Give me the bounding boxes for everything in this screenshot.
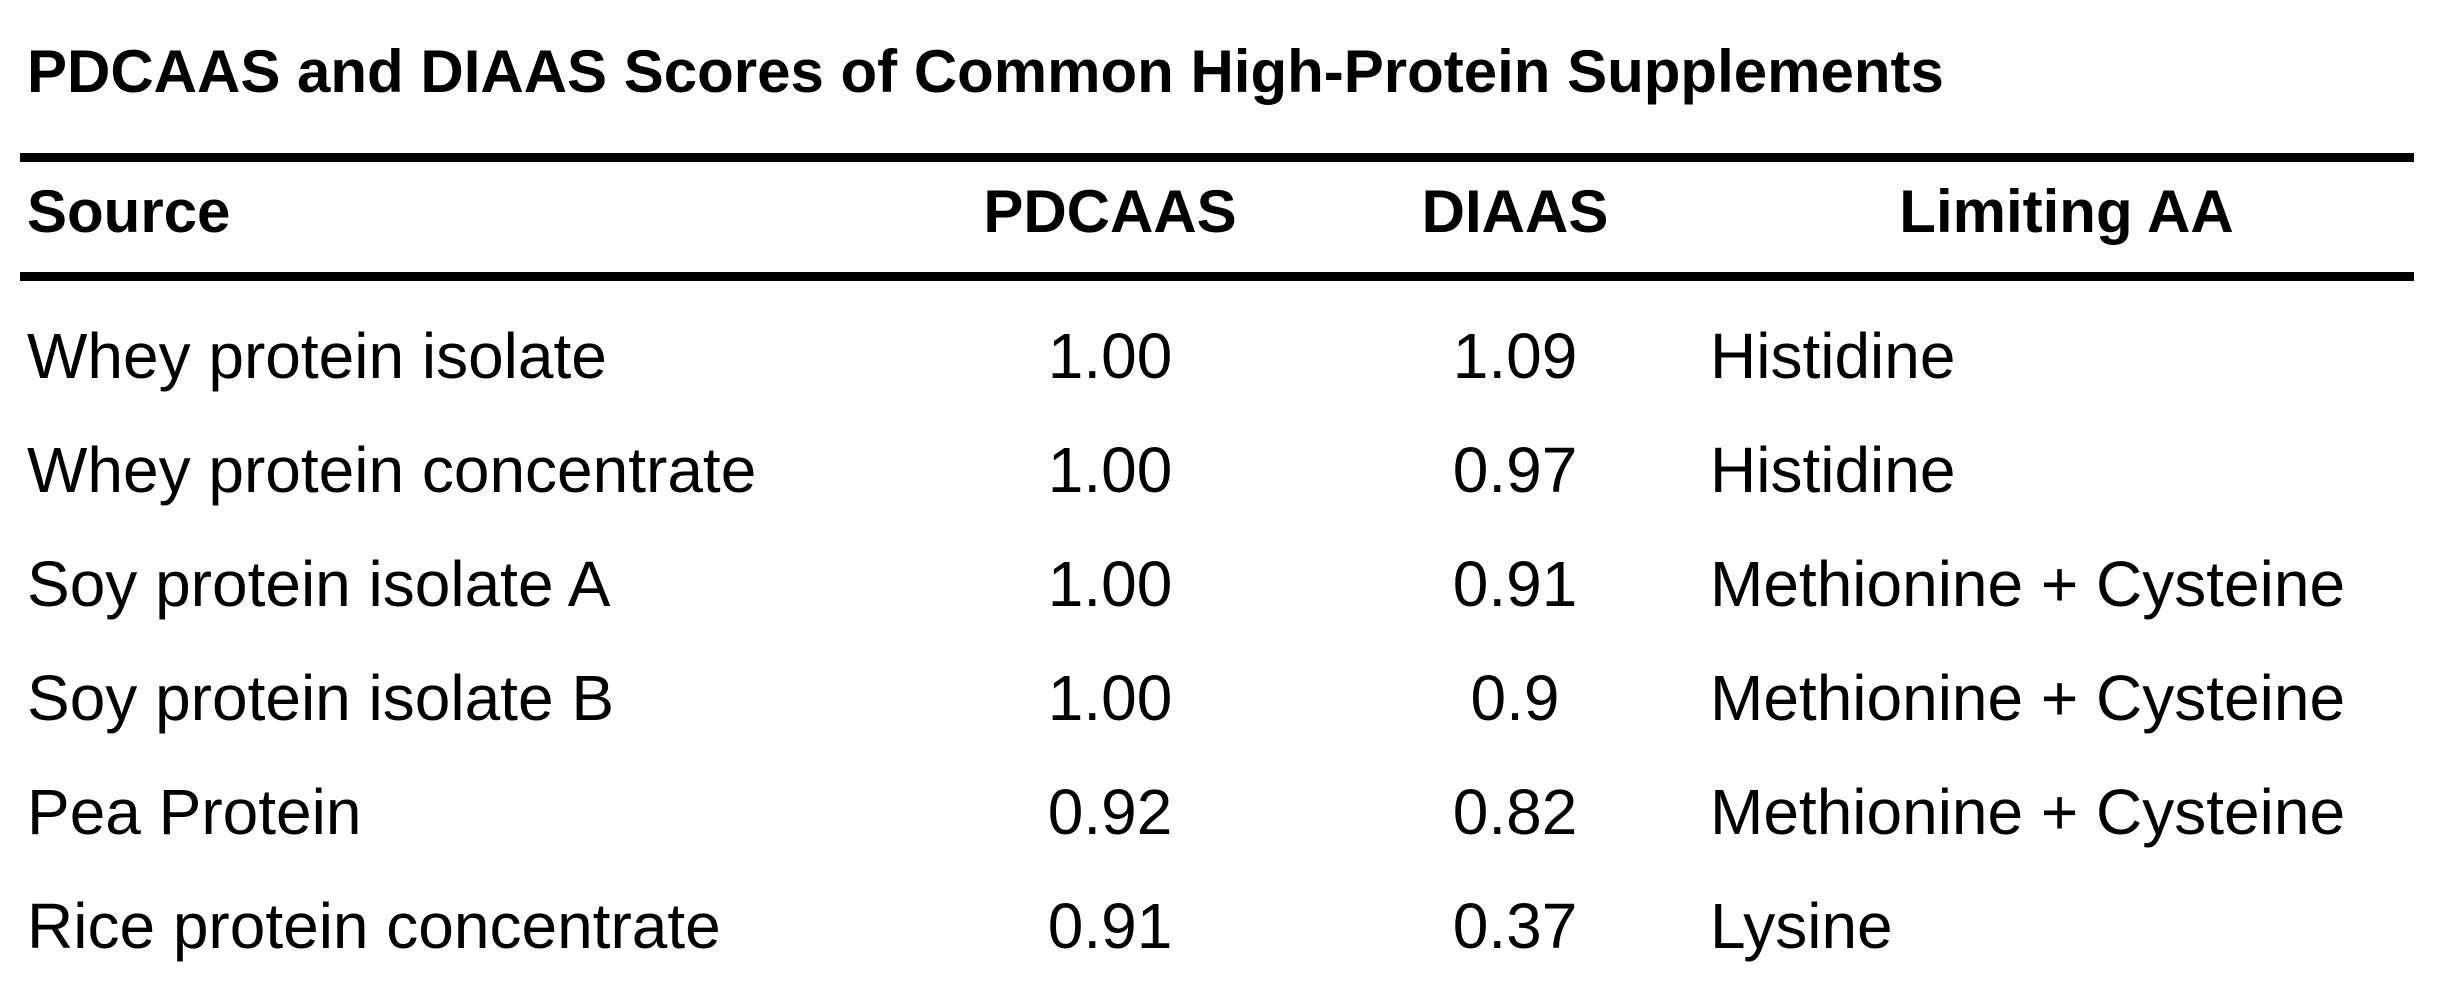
cell-diaas: 0.91 (1452, 548, 1578, 620)
cell-pdcaas: 0.92 (1047, 776, 1173, 848)
cell-source: Soy protein isolate A (27, 548, 611, 620)
column-header-pdcaas: PDCAAS (983, 178, 1237, 245)
table-body: Whey protein isolate 1.00 1.09 Histidine… (0, 299, 2440, 983)
cell-limiting-aa: Lysine (1710, 890, 1893, 962)
figure-title: PDCAAS and DIAAS Scores of Common High-P… (27, 38, 1944, 105)
cell-diaas: 0.37 (1452, 890, 1578, 962)
cell-pdcaas: 1.00 (1047, 320, 1173, 392)
cell-source: Whey protein concentrate (27, 434, 757, 506)
header-row: Source PDCAAS DIAAS Limiting AA (0, 160, 2440, 264)
cell-limiting-aa: Methionine + Cysteine (1710, 662, 2346, 734)
column-header-limiting-aa: Limiting AA (1899, 178, 2234, 245)
cell-diaas: 0.82 (1452, 776, 1578, 848)
cell-diaas: 0.9 (1470, 662, 1560, 734)
header-rule (20, 272, 2414, 281)
table-row: Soy protein isolate A 1.00 0.91 Methioni… (0, 527, 2440, 641)
table-row: Pea Protein 0.92 0.82 Methionine + Cyste… (0, 755, 2440, 869)
table-row: Rice protein concentrate 0.91 0.37 Lysin… (0, 869, 2440, 983)
column-header-diaas: DIAAS (1421, 178, 1609, 245)
cell-source: Rice protein concentrate (27, 890, 721, 962)
cell-pdcaas: 1.00 (1047, 548, 1173, 620)
cell-pdcaas: 1.00 (1047, 662, 1173, 734)
cell-limiting-aa: Methionine + Cysteine (1710, 548, 2346, 620)
top-rule (20, 153, 2414, 162)
table-row: Whey protein concentrate 1.00 0.97 Histi… (0, 413, 2440, 527)
cell-diaas: 0.97 (1452, 434, 1578, 506)
table-row: Soy protein isolate B 1.00 0.9 Methionin… (0, 641, 2440, 755)
table-row: Whey protein isolate 1.00 1.09 Histidine (0, 299, 2440, 413)
cell-source: Pea Protein (27, 776, 362, 848)
cell-source: Whey protein isolate (27, 320, 607, 392)
cell-limiting-aa: Histidine (1710, 434, 1956, 506)
column-header-source: Source (27, 178, 231, 245)
cell-diaas: 1.09 (1452, 320, 1578, 392)
cell-source: Soy protein isolate B (27, 662, 614, 734)
cell-limiting-aa: Histidine (1710, 320, 1956, 392)
cell-limiting-aa: Methionine + Cysteine (1710, 776, 2346, 848)
cell-pdcaas: 1.00 (1047, 434, 1173, 506)
cell-pdcaas: 0.91 (1047, 890, 1173, 962)
